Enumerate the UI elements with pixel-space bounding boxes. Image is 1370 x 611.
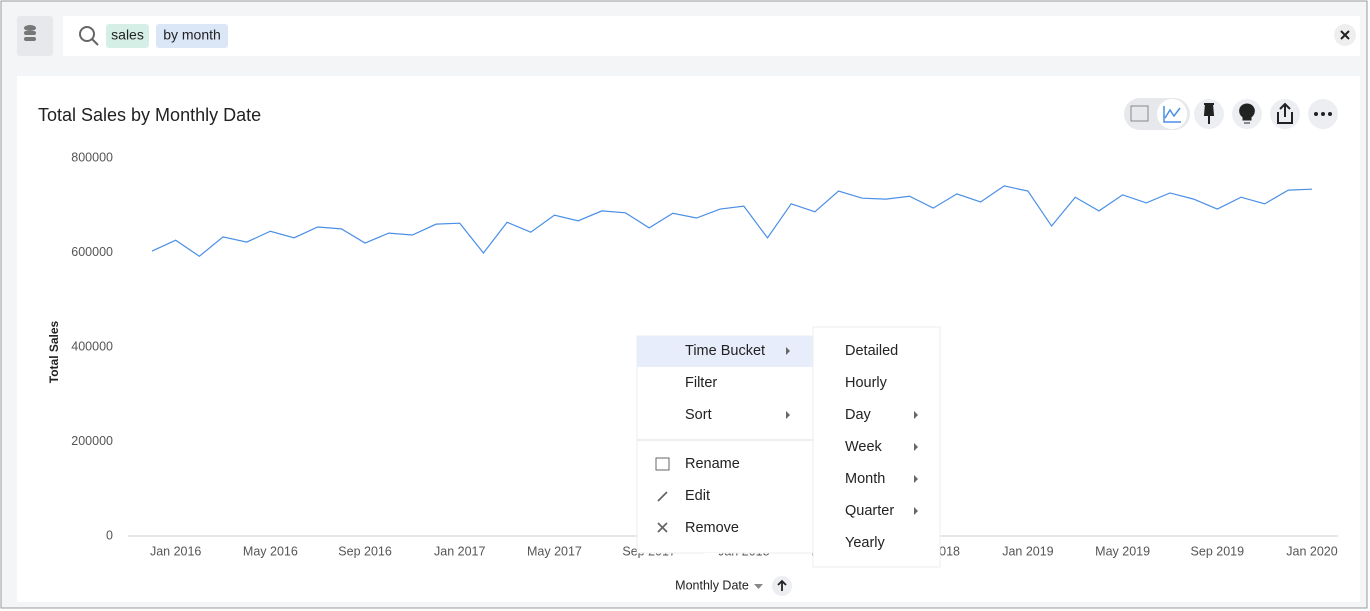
remove-icon [657,522,668,533]
bulb-icon [1239,103,1255,124]
x-tick-label: Sep 2016 [338,544,392,558]
table-icon[interactable] [1130,105,1149,122]
x-tick-label: Jan 2019 [1002,544,1053,558]
x-tick-label: May 2017 [527,544,582,558]
search-icon [79,26,95,42]
search-field[interactable] [63,16,1360,56]
submenu-item[interactable]: Detailed [845,343,898,359]
submenu: Detailed Hourly Day Week Month Quarter Y… [812,326,941,568]
x-tick-label: Sep 2019 [1191,544,1245,558]
y-tick-label: 800000 [71,150,113,164]
more-icon [1314,112,1332,116]
token-text: sales [111,27,144,43]
rename-icon [655,457,670,471]
submenu-item[interactable]: Day [845,407,872,423]
menu-highlight [637,336,813,367]
submenu-item[interactable]: Quarter [845,503,894,519]
menu-pointer [704,553,720,561]
submenu-arrow [786,347,790,419]
dropdown-caret[interactable] [754,584,763,589]
y-tick-label: 600000 [71,245,113,259]
y-tick-label: 200000 [71,434,113,448]
submenu-item[interactable]: Month [845,471,885,487]
submenu-panel [812,326,941,568]
chart-icon [1163,106,1181,123]
token[interactable] [156,24,228,48]
line-series [151,185,1313,258]
y-tick-label: 0 [106,528,113,542]
menu-item[interactable]: Filter [685,375,717,391]
y-tick-label: 400000 [71,339,113,353]
db-icon [24,25,36,41]
y-axis-title: Total Sales [47,320,61,383]
x-tick-label: May 2016 [243,544,298,558]
submenu-item[interactable]: Hourly [845,375,888,391]
menu-item[interactable]: Edit [685,488,710,504]
search-icon [91,38,99,46]
menu-item[interactable]: Sort [685,407,712,423]
x-tick-label: May 2019 [1095,544,1150,558]
sort-icon [777,579,787,591]
menu-panel [636,335,814,554]
source-button[interactable] [17,16,53,56]
submenu-item[interactable]: Week [845,439,883,455]
x-axis-title[interactable]: Monthly Date [675,578,749,592]
submenu-item[interactable]: Yearly [845,535,886,551]
context-menu: Time Bucket Filter Sort Rename Edit Remo… [636,335,814,561]
token-text: by month [163,27,221,43]
x-tick-label: Jan 2016 [150,544,201,558]
plot: 0 200000 400000 600000 800000 Jan 2016 May 201… [71,150,1338,558]
x-tick-label: Jan 2020 [1286,544,1337,558]
menu-item[interactable]: Time Bucket [685,343,765,359]
edit-icon [657,491,668,502]
menu-item[interactable]: Remove [685,520,739,536]
menu-item[interactable]: Rename [685,456,740,472]
share-icon [1277,102,1293,124]
clear-icon [1340,30,1350,40]
x-tick-label: Jan 2017 [434,544,485,558]
pin-icon [1203,103,1215,124]
token[interactable] [106,24,149,48]
chart-title: Total Sales by Monthly Date [38,105,261,125]
